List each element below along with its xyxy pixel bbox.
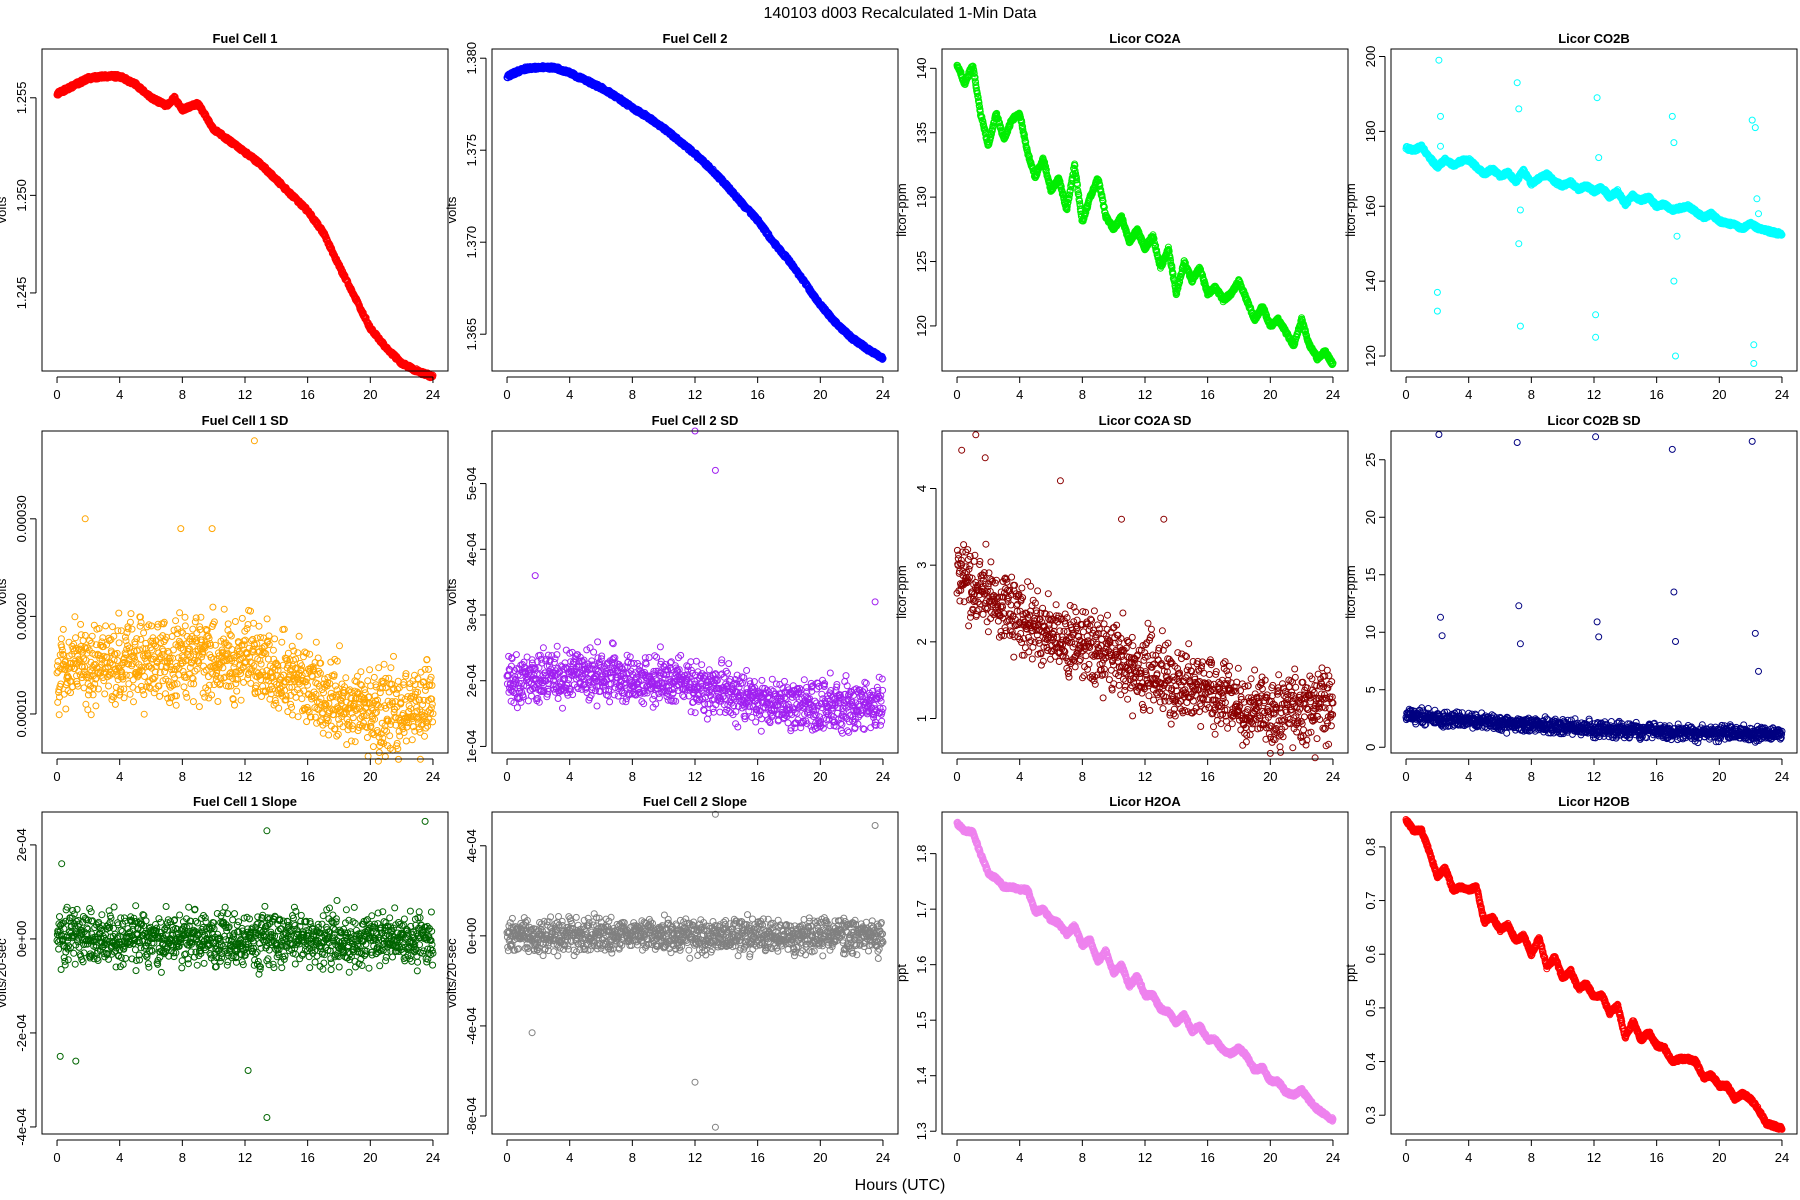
y-tick-label: 120 bbox=[914, 315, 929, 337]
chart-panel: Licor CO2A 0 4 8 12 16 20 24 120 125 130 135 140 lico… bbox=[894, 31, 1349, 402]
plot-frame bbox=[41, 48, 449, 372]
x-tick-label: 12 bbox=[238, 387, 252, 402]
y-tick-label: 1.380 bbox=[464, 42, 479, 75]
x-tick-label: 8 bbox=[179, 387, 186, 402]
x-tick-label: 24 bbox=[1326, 387, 1340, 402]
data-points bbox=[1402, 56, 1786, 367]
panel-title: Fuel Cell 1 bbox=[212, 31, 277, 46]
x-tick-label: 4 bbox=[566, 387, 573, 402]
x-axis: 0 4 8 12 16 20 24 bbox=[953, 376, 1340, 402]
x-tick-label: 24 bbox=[876, 387, 890, 402]
y-tick-label: 135 bbox=[914, 122, 929, 144]
x-tick-label: 0 bbox=[953, 387, 960, 402]
plot-frame bbox=[941, 48, 1349, 372]
data-points bbox=[953, 61, 1337, 369]
data-points bbox=[53, 70, 437, 382]
x-tick-label: 4 bbox=[1016, 387, 1023, 402]
x-tick-label: 20 bbox=[1263, 387, 1277, 402]
x-tick-label: 12 bbox=[1138, 387, 1152, 402]
y-tick-label: 130 bbox=[914, 186, 929, 208]
panel-title: Licor CO2B bbox=[1558, 31, 1630, 46]
y-tick-label: 1.370 bbox=[464, 226, 479, 259]
y-tick-label: 1.250 bbox=[14, 179, 29, 212]
chart-panel: Fuel Cell 20 4 8 12 16 20 241.3651.3701.3751.3… bbox=[444, 31, 899, 402]
x-axis: 0 4 8 12 16 20 24 bbox=[53, 376, 440, 402]
y-tick-label: 125 bbox=[914, 251, 929, 273]
x-tick-label: 8 bbox=[1079, 387, 1086, 402]
x-tick-label: 4 bbox=[116, 387, 123, 402]
y-axis: 1.245 1.250 1.255 volts bbox=[0, 82, 37, 310]
x-tick-label: 0 bbox=[53, 387, 60, 402]
y-axis: 1.365 1.370 1.375 1.380 volts bbox=[444, 42, 487, 351]
x-tick-label: 16 bbox=[750, 387, 764, 402]
y-axis: 120 125 130 135 140 licor-ppm bbox=[894, 57, 937, 337]
x-tick-label: 16 bbox=[300, 387, 314, 402]
x-tick-label: 16 bbox=[1200, 387, 1214, 402]
x-tick-label: 24 bbox=[426, 387, 440, 402]
x-axis: 0 4 8 12 16 20 24 bbox=[503, 376, 890, 402]
figure-title: 140103 d003 Recalculated 1-Min Data bbox=[763, 5, 1036, 22]
x-tick-label: 12 bbox=[688, 387, 702, 402]
y-tick-label: 1.375 bbox=[464, 134, 479, 167]
panel-title: Fuel Cell 2 bbox=[662, 31, 727, 46]
y-tick-label: 1.365 bbox=[464, 318, 479, 351]
y-axis-label: licor-ppm bbox=[894, 183, 909, 236]
y-tick-label: 1.255 bbox=[14, 82, 29, 115]
y-axis-label: volts bbox=[444, 196, 459, 223]
x-tick-label: 0 bbox=[503, 387, 510, 402]
x-tick-label: 20 bbox=[363, 387, 377, 402]
y-tick-label: 140 bbox=[914, 57, 929, 79]
panel-grid: Fuel Cell 1 0 4 8 12 16 20 24 1.245 1.250 1.255 vol… bbox=[0, 31, 1798, 1165]
data-points bbox=[503, 62, 887, 363]
x-tick-label: 8 bbox=[629, 387, 636, 402]
panel-title: Licor CO2A bbox=[1109, 31, 1181, 46]
y-tick-label: 1.245 bbox=[14, 277, 29, 310]
x-tick-label: 20 bbox=[813, 387, 827, 402]
y-axis-label: volts bbox=[0, 196, 9, 223]
chart-panel: Fuel Cell 1 0 4 8 12 16 20 24 1.245 1.250 1.255 vol… bbox=[0, 31, 449, 402]
